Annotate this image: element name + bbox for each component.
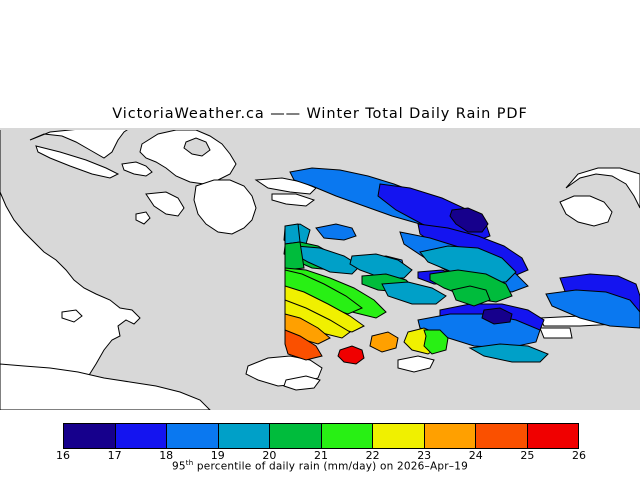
colorbar-tick-24: 24 [468,449,483,462]
dot-island-b [61,309,83,323]
band-20-21-west-column [284,241,305,271]
colorbar-segments[interactable] [63,423,579,449]
colorbar-tick-17: 17 [107,449,122,462]
colorbar-tick-26: 26 [572,449,586,462]
colorbar-segment-20-21[interactable] [270,424,322,448]
east-edge-land-2 [559,195,613,227]
caption-superscript: th [185,459,194,467]
colorbar-tick-16: 16 [56,449,70,462]
colorbar-segment-16-17[interactable] [64,424,116,448]
band-19-20-saturna [381,281,447,305]
colorbar-segment-22-23[interactable] [373,424,425,448]
band-19-20-se-tail [468,343,549,363]
band-18-19-far-east [545,289,640,329]
colorbar-segment-19-20[interactable] [218,424,270,448]
colorbar-tick-25: 25 [520,449,535,462]
band-20-21-se-tail [451,285,491,307]
band-19-20-sanjuan [419,245,517,283]
colorbar[interactable] [63,423,583,453]
top-trim [0,128,640,130]
sliver-island-left [145,191,185,217]
colorbar-segment-25-26[interactable] [527,424,578,448]
north-island-second [193,179,257,235]
colorbar-segment-21-22[interactable] [321,424,373,448]
left-spit [35,145,120,179]
caption-suffix: percentile of daily rain (mm/day) on 202… [193,460,468,473]
contour-map[interactable] [0,128,640,410]
colorbar-tick-21: 21 [314,449,328,462]
arrow-island-bottom-2 [283,375,321,391]
band-23-24-islet [369,331,399,353]
band-19-20-west-column [284,223,301,245]
band-16-17-east-spot [481,307,513,325]
colorbar-tick-20: 20 [262,449,277,462]
page-title: VictoriaWeather.ca —— Winter Total Daily… [112,106,528,122]
north-island-bay [183,137,211,157]
colorbar-tick-labels: 16 17 18 19 20 21 22 23 24 25 26 [56,449,586,463]
colorbar-segment-18-19[interactable] [167,424,219,448]
caption-prefix: 95 [172,460,186,473]
band-21-22-islet-right [423,329,449,355]
band-25-26-victoria-spot [337,345,365,365]
arrow-island-bottom [397,355,435,373]
colorbar-tick-22: 22 [365,449,380,462]
east-tail-land-2 [539,327,573,339]
colorbar-caption: 95th percentile of daily rain (mm/day) o… [0,459,640,473]
band-16-17-core [449,207,489,233]
band-18-19-islet-1 [315,223,357,241]
right-sliver-island-2 [271,193,316,207]
colorbar-segment-24-25[interactable] [476,424,528,448]
map-panel[interactable] [0,128,640,410]
colorbar-tick-19: 19 [210,449,225,462]
east-edge-land [565,167,640,209]
band-24-25-saanich [284,329,323,361]
dot-island-a [135,211,151,225]
small-island-nw [121,161,153,177]
colorbar-segment-23-24[interactable] [424,424,476,448]
contour-bands [283,167,640,365]
bottom-left-land [0,363,211,410]
colorbar-tick-23: 23 [417,449,432,462]
vancouver-island-landmass [0,128,141,410]
colorbar-tick-18: 18 [159,449,174,462]
colorbar-segment-17-18[interactable] [115,424,167,448]
band-19-20-mayne [349,253,413,279]
